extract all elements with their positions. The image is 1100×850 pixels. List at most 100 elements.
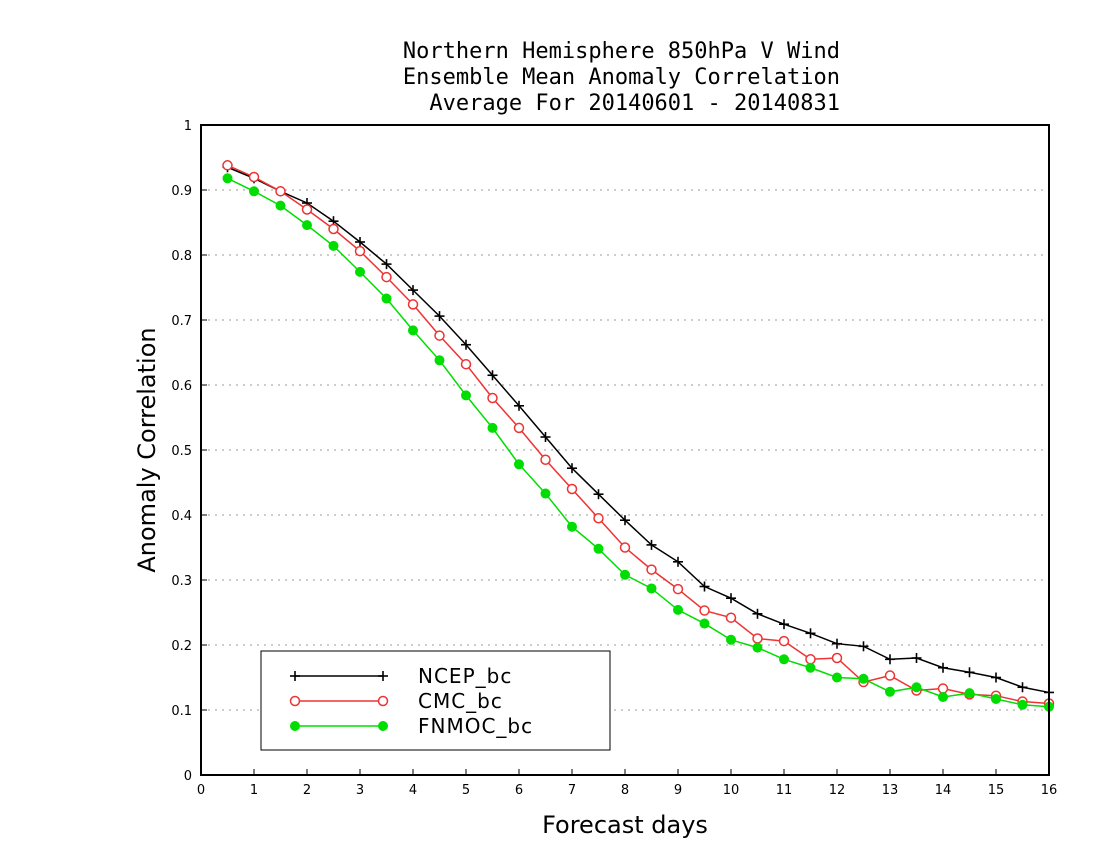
legend-label: CMC_bc: [418, 689, 503, 713]
data-point-ncep-bc: [699, 581, 710, 592]
data-point-ncep-bc: [514, 400, 524, 411]
data-point-fnmoc-bc: [434, 355, 445, 366]
data-point-fnmoc-bc: [964, 688, 975, 699]
data-point-fnmoc-bc: [991, 693, 1001, 704]
y-tick-label: 0.4: [171, 509, 192, 524]
data-point-cmc-bc: [222, 160, 233, 171]
data-point-cmc-bc: [593, 513, 604, 524]
legend-marker: [290, 721, 300, 731]
data-point-ncep-bc: [805, 628, 816, 639]
data-point-ncep-bc: [858, 641, 869, 652]
x-tick-label: 12: [829, 783, 846, 798]
x-tick-label: 14: [935, 783, 952, 798]
y-tick-label: 0: [184, 769, 192, 784]
data-point-cmc-bc: [381, 271, 392, 283]
data-point-cmc-bc: [275, 186, 286, 197]
data-point-fnmoc-bc: [1017, 699, 1028, 710]
data-point-ncep-bc: [885, 654, 895, 665]
data-point-ncep-bc: [381, 259, 392, 270]
x-tick-label: 13: [882, 783, 899, 798]
y-tick-label: 0.5: [171, 444, 192, 459]
data-point-fnmoc-bc: [699, 618, 710, 629]
data-point-cmc-bc: [752, 633, 763, 644]
data-point-fnmoc-bc: [328, 240, 339, 251]
data-point-cmc-bc: [407, 299, 419, 310]
chart-title-line-1: Northern Hemisphere 850hPa V Wind: [403, 39, 840, 64]
x-tick-label: 11: [776, 783, 793, 798]
data-point-fnmoc-bc: [779, 654, 789, 665]
series-line-fnmoc-bc: [227, 177, 1050, 708]
series-fnmoc-bc: [222, 173, 1054, 712]
x-tick-label: 5: [462, 783, 470, 798]
data-point-cmc-bc: [805, 654, 816, 665]
data-point-ncep-bc: [620, 515, 630, 526]
data-point-cmc-bc: [699, 605, 710, 616]
x-tick-label: 16: [1041, 783, 1058, 798]
data-point-fnmoc-bc: [911, 682, 922, 693]
data-point-ncep-bc: [752, 608, 763, 619]
data-point-fnmoc-bc: [514, 459, 524, 470]
x-tick-label: 9: [674, 783, 682, 798]
data-point-ncep-bc: [461, 339, 471, 350]
data-point-cmc-bc: [460, 358, 472, 370]
series-cmc-bc: [222, 160, 1055, 709]
data-point-cmc-bc: [937, 683, 949, 694]
series-ncep-bc: [222, 162, 1054, 698]
data-point-fnmoc-bc: [673, 604, 683, 615]
data-point-fnmoc-bc: [567, 521, 577, 532]
data-point-ncep-bc: [832, 638, 842, 649]
data-point-cmc-bc: [831, 652, 843, 664]
data-point-fnmoc-bc: [726, 634, 736, 645]
data-point-ncep-bc: [1017, 682, 1028, 693]
data-point-ncep-bc: [938, 662, 948, 673]
data-point-ncep-bc: [593, 489, 604, 500]
data-point-cmc-bc: [540, 454, 551, 465]
data-point-fnmoc-bc: [540, 488, 551, 499]
data-point-cmc-bc: [354, 245, 366, 257]
data-point-cmc-bc: [434, 330, 445, 341]
data-point-ncep-bc: [567, 463, 577, 474]
y-tick-label: 0.7: [171, 314, 192, 329]
data-point-cmc-bc: [513, 422, 525, 434]
x-tick-label: 0: [197, 783, 205, 798]
data-point-fnmoc-bc: [302, 220, 312, 231]
data-point-ncep-bc: [991, 672, 1001, 683]
y-tick-label: 0.6: [171, 379, 192, 394]
x-tick-label: 10: [723, 783, 740, 798]
gridlines: [201, 189, 1049, 711]
data-point-cmc-bc: [487, 392, 498, 404]
x-tick-label: 1: [250, 783, 258, 798]
y-tick-label: 0.9: [171, 184, 192, 199]
data-point-fnmoc-bc: [355, 266, 365, 277]
legend-item-cmc-bc: CMC_bc: [289, 689, 503, 713]
data-point-ncep-bc: [434, 311, 445, 322]
data-point-cmc-bc: [725, 612, 737, 623]
data-point-fnmoc-bc: [938, 692, 948, 702]
x-tick-label: 8: [621, 783, 629, 798]
data-point-fnmoc-bc: [752, 642, 763, 653]
data-point-fnmoc-bc: [832, 672, 842, 683]
data-point-cmc-bc: [646, 564, 657, 575]
data-point-ncep-bc: [408, 285, 418, 296]
axis-ticks: 00.10.20.30.40.50.60.70.80.910 1 2 3 4 5 6 7 8 9 1…: [171, 119, 1057, 798]
data-point-fnmoc-bc: [275, 200, 286, 211]
y-tick-label: 0.3: [171, 574, 192, 589]
data-point-cmc-bc: [301, 204, 313, 215]
data-point-fnmoc-bc: [222, 173, 233, 184]
y-axis-label: Anomaly Correlation: [133, 327, 161, 572]
chart-title: Northern Hemisphere 850hPa V Wind Ensemb…: [403, 39, 840, 116]
y-tick-label: 1: [184, 119, 192, 134]
y-tick-label: 0.8: [171, 249, 192, 264]
data-point-fnmoc-bc: [381, 293, 392, 304]
data-point-ncep-bc: [487, 370, 498, 381]
x-tick-label: 6: [515, 783, 523, 798]
legend-label: NCEP_bc: [418, 664, 512, 688]
data-point-cmc-bc: [884, 670, 896, 681]
x-axis-label: Forecast days: [542, 811, 708, 839]
data-point-fnmoc-bc: [805, 662, 816, 673]
data-point-ncep-bc: [355, 237, 365, 247]
data-point-ncep-bc: [540, 432, 551, 442]
legend-marker: [378, 721, 388, 731]
data-point-ncep-bc: [673, 556, 683, 567]
